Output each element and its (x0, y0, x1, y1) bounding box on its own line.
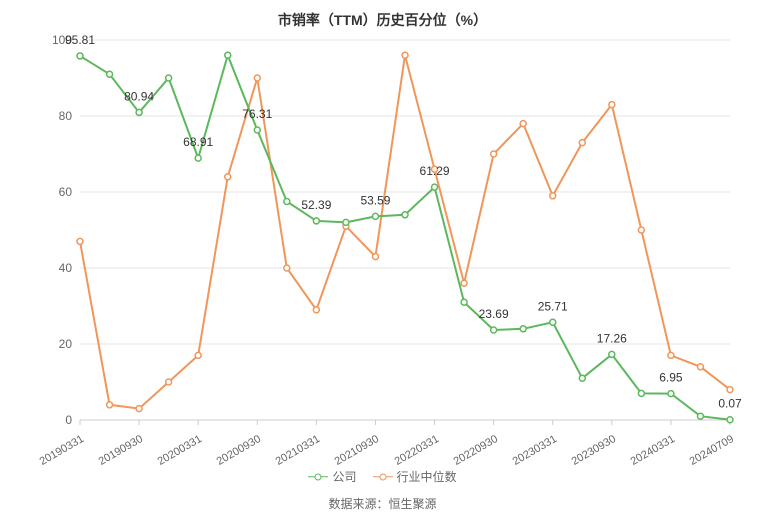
x-tick-label: 20190930 (97, 433, 145, 468)
data-label: 0.07 (718, 397, 742, 411)
series-marker[interactable] (107, 402, 113, 408)
x-tick-label: 20220331 (392, 433, 440, 468)
data-label: 23.69 (479, 307, 509, 321)
series-marker[interactable] (520, 121, 526, 127)
series-marker[interactable] (432, 184, 438, 190)
chart-title: 市销率（TTM）历史百分位（%） (0, 10, 765, 30)
series-marker[interactable] (638, 390, 644, 396)
x-tick-label: 20220930 (451, 433, 499, 468)
legend-label: 公司 (332, 468, 356, 485)
series-marker[interactable] (254, 127, 260, 133)
series-marker[interactable] (609, 351, 615, 357)
plot-svg: 95.8180.9468.9176.3152.3953.5961.2923.69… (80, 40, 730, 420)
series-marker[interactable] (77, 238, 83, 244)
series-marker[interactable] (550, 193, 556, 199)
legend-label: 行业中位数 (397, 468, 457, 485)
series-marker[interactable] (402, 212, 408, 218)
series-marker[interactable] (520, 326, 526, 332)
series-marker[interactable] (491, 327, 497, 333)
x-tick-label: 20210331 (274, 433, 322, 468)
series-marker[interactable] (461, 280, 467, 286)
x-tick-label: 20210930 (333, 433, 381, 468)
series-marker[interactable] (225, 52, 231, 58)
x-tick-label: 20200930 (215, 433, 263, 468)
series-marker[interactable] (491, 151, 497, 157)
series-marker[interactable] (166, 75, 172, 81)
series-marker[interactable] (107, 71, 113, 77)
series-marker[interactable] (697, 364, 703, 370)
x-tick-label: 20230930 (569, 433, 617, 468)
series-marker[interactable] (254, 75, 260, 81)
y-tick-label: 40 (32, 261, 72, 275)
legend: 公司 行业中位数 (0, 468, 765, 486)
data-label: 52.39 (301, 198, 331, 212)
series-marker[interactable] (313, 218, 319, 224)
series-marker[interactable] (727, 417, 733, 423)
data-label: 76.31 (242, 107, 272, 121)
series-marker[interactable] (343, 219, 349, 225)
source-text: 数据来源：恒生聚源 (0, 495, 765, 512)
series-marker[interactable] (136, 406, 142, 412)
legend-item-0[interactable]: 公司 (308, 468, 356, 485)
legend-item-1[interactable]: 行业中位数 (373, 468, 457, 485)
data-label: 25.71 (538, 299, 568, 313)
data-label: 80.94 (124, 89, 154, 103)
series-marker[interactable] (550, 319, 556, 325)
series-marker[interactable] (727, 387, 733, 393)
series-marker[interactable] (313, 307, 319, 313)
plot-area: 95.8180.9468.9176.3152.3953.5961.2923.69… (80, 40, 730, 420)
series-marker[interactable] (668, 391, 674, 397)
x-axis: 2019033120190930202003312020093020210331… (80, 425, 730, 465)
series-marker[interactable] (166, 379, 172, 385)
series-marker[interactable] (195, 352, 201, 358)
series-marker[interactable] (284, 265, 290, 271)
y-tick-label: 0 (32, 413, 72, 427)
series-marker[interactable] (136, 109, 142, 115)
x-tick-label: 20230331 (510, 433, 558, 468)
x-tick-label: 20240331 (629, 433, 677, 468)
series-marker[interactable] (579, 140, 585, 146)
series-marker[interactable] (638, 227, 644, 233)
series-marker[interactable] (225, 174, 231, 180)
legend-marker-icon (308, 471, 328, 483)
series-marker[interactable] (668, 352, 674, 358)
series-marker[interactable] (372, 213, 378, 219)
series-marker[interactable] (284, 199, 290, 205)
ps-ratio-percentile-chart: 市销率（TTM）历史百分位（%） 020406080100 95.8180.94… (0, 0, 765, 517)
series-marker[interactable] (195, 155, 201, 161)
data-label: 53.59 (360, 193, 390, 207)
y-tick-label: 60 (32, 185, 72, 199)
data-label: 61.29 (420, 164, 450, 178)
y-tick-label: 20 (32, 337, 72, 351)
series-marker[interactable] (609, 102, 615, 108)
series-line-1 (80, 55, 730, 408)
series-marker[interactable] (697, 413, 703, 419)
series-line-0 (80, 55, 730, 420)
series-marker[interactable] (77, 53, 83, 59)
x-tick-label: 20200331 (156, 433, 204, 468)
series-marker[interactable] (372, 254, 378, 260)
data-label: 68.91 (183, 135, 213, 149)
legend-marker-icon (373, 471, 393, 483)
series-marker[interactable] (579, 375, 585, 381)
data-label: 17.26 (597, 331, 627, 345)
data-label: 95.81 (65, 33, 95, 47)
series-marker[interactable] (402, 52, 408, 58)
series-marker[interactable] (461, 299, 467, 305)
data-label: 6.95 (659, 371, 683, 385)
x-tick-label: 20190331 (38, 433, 86, 468)
y-tick-label: 80 (32, 109, 72, 123)
x-tick-label: 20240709 (688, 433, 736, 468)
